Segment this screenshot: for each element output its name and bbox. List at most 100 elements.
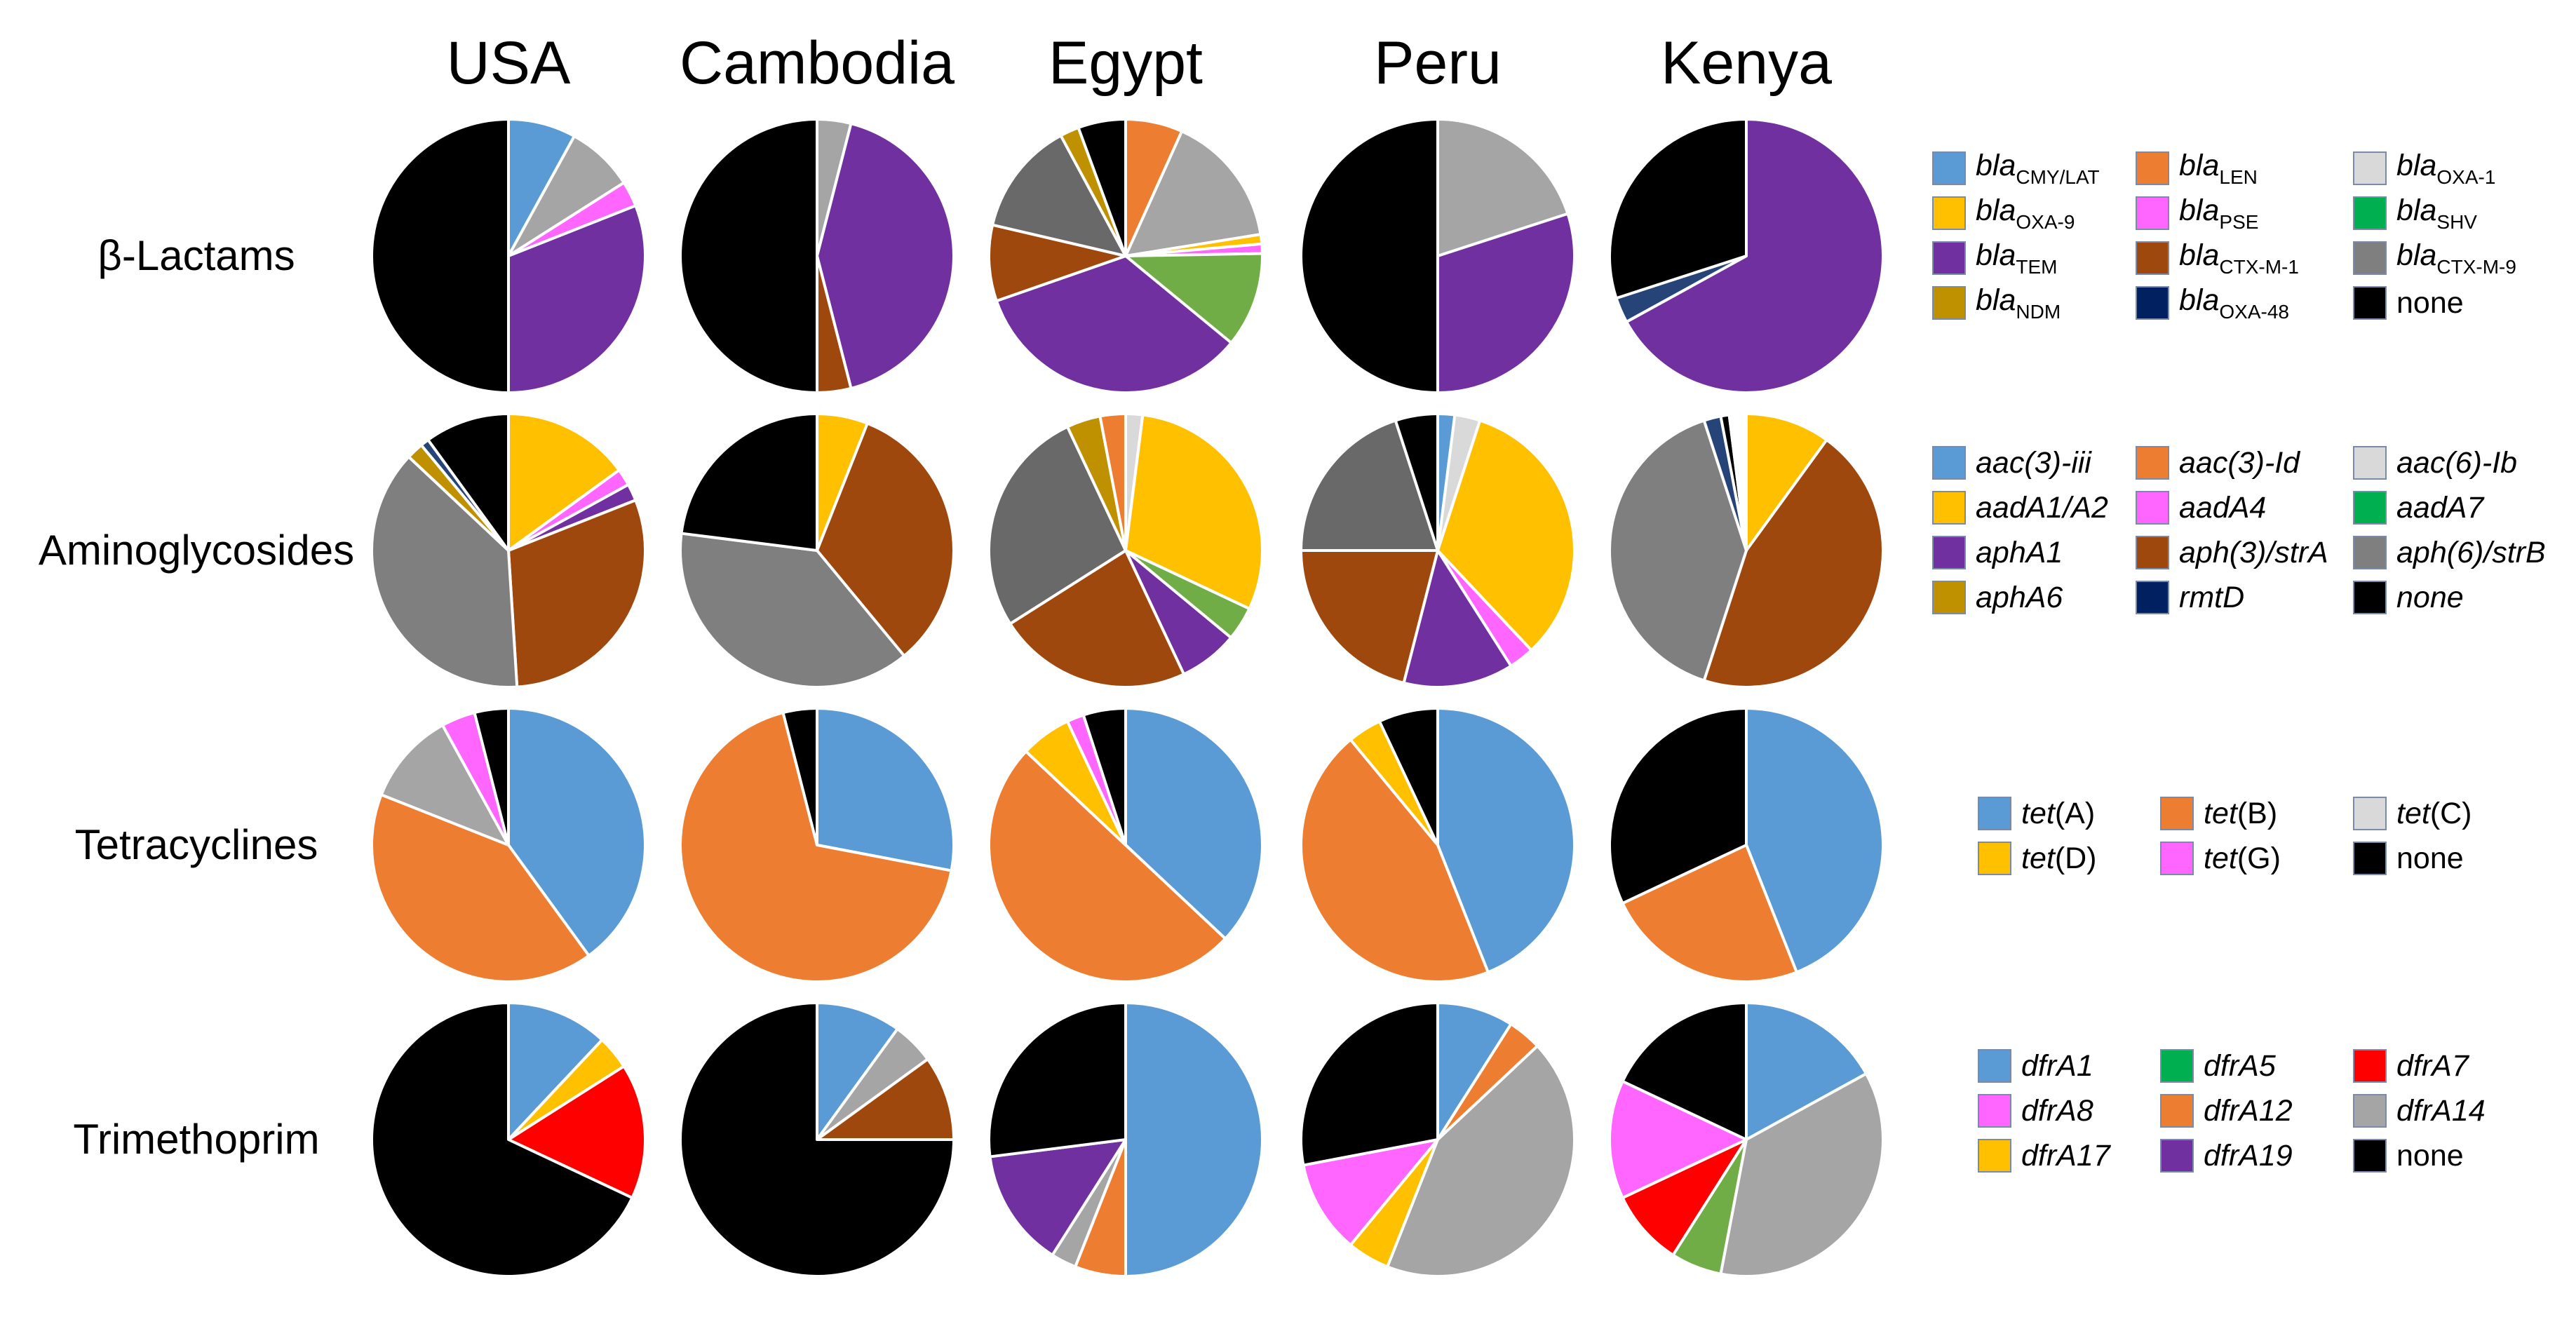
pie-slice bbox=[1299, 738, 1490, 983]
legend-label: blaCTX-M-1 bbox=[2179, 238, 2299, 278]
legend-item: blaCTX-M-9 bbox=[2353, 237, 2516, 279]
legend-label-part: none bbox=[2396, 285, 2464, 320]
legend-label: aph(6)/strB bbox=[2396, 536, 2546, 570]
pie-slice bbox=[816, 707, 955, 872]
legend-item: blaLEN bbox=[2136, 147, 2258, 189]
pie-slice bbox=[991, 134, 1127, 257]
pie-slice bbox=[1621, 844, 1798, 983]
legend-label: tet(D) bbox=[2021, 842, 2097, 876]
pie-slice bbox=[1608, 707, 1748, 905]
legend-swatch bbox=[1978, 1049, 2011, 1083]
legend-label: dfrA8 bbox=[2021, 1094, 2093, 1128]
legend-item: dfrA12 bbox=[2160, 1090, 2293, 1132]
legend-swatch bbox=[2353, 196, 2387, 230]
legend-label-part: TEM bbox=[2016, 255, 2058, 278]
legend-label-part: tet bbox=[2021, 796, 2055, 830]
pie-slice bbox=[679, 532, 906, 689]
legend-item: dfrA14 bbox=[2353, 1090, 2486, 1132]
legend-item: tet(B) bbox=[2160, 792, 2277, 835]
legend-label: dfrA1 bbox=[2021, 1049, 2093, 1083]
legend-label-part: OXA-9 bbox=[2016, 210, 2075, 233]
legend-label: none bbox=[2396, 286, 2464, 320]
column-title-egypt: Egypt bbox=[1048, 29, 1203, 97]
legend-item: none bbox=[2353, 837, 2464, 879]
legend-swatch bbox=[1932, 196, 1966, 230]
pie-slice bbox=[1436, 419, 1576, 652]
legend-label-part: aac(3)-iii bbox=[1976, 445, 2091, 480]
legend-label-part: dfrA14 bbox=[2396, 1093, 2486, 1128]
legend-label: blaSHV bbox=[2396, 194, 2477, 234]
legend-label-part: (D) bbox=[2054, 841, 2097, 875]
legend-item: aph(6)/strB bbox=[2353, 532, 2546, 574]
pie-slice bbox=[1124, 1001, 1264, 1278]
pie-slice bbox=[1377, 707, 1439, 846]
legend-label-part: bla bbox=[2396, 193, 2437, 227]
pie-slice bbox=[507, 412, 621, 552]
pie-slice bbox=[370, 1001, 634, 1278]
pie-1-0 bbox=[370, 412, 647, 689]
legend-label-part: tet bbox=[2396, 796, 2430, 830]
legend-item: aphA1 bbox=[1932, 532, 2063, 574]
legend-label-part: none bbox=[2396, 841, 2464, 875]
pie-slice bbox=[1436, 118, 1570, 257]
legend-label-part: tet bbox=[2021, 841, 2055, 875]
legend-label-part: rmtD bbox=[2179, 580, 2245, 614]
pie-slice bbox=[1727, 412, 1748, 552]
legend-label: dfrA12 bbox=[2204, 1094, 2293, 1128]
legend-label: aac(3)-iii bbox=[1976, 446, 2091, 480]
legend-swatch bbox=[2160, 797, 2194, 830]
legend-label-part: bla bbox=[1976, 193, 2016, 227]
legend-label-part: aadA7 bbox=[2396, 490, 2484, 525]
pie-3-1 bbox=[679, 1001, 955, 1278]
legend-item: dfrA17 bbox=[1978, 1135, 2110, 1177]
legend-swatch bbox=[1932, 241, 1966, 275]
row-title: Trimethoprim bbox=[73, 1116, 320, 1163]
legend-swatch bbox=[2353, 1139, 2387, 1173]
pie-slice bbox=[1608, 118, 1748, 300]
pie-slice bbox=[1386, 1044, 1577, 1278]
legend-item: blaNDM bbox=[1932, 282, 2061, 324]
legend-item: dfrA19 bbox=[2160, 1135, 2293, 1177]
pie-slice bbox=[473, 707, 510, 846]
legend-label-part: aph(3)/strA bbox=[2179, 535, 2328, 569]
legend-swatch bbox=[2136, 196, 2169, 230]
pie-slice bbox=[1124, 707, 1264, 940]
legend-label-part: LEN bbox=[2219, 166, 2258, 188]
legend-label: aadA7 bbox=[2396, 491, 2483, 525]
pie-1-3 bbox=[1300, 412, 1576, 689]
legend-label: blaLEN bbox=[2179, 149, 2258, 189]
pie-slice bbox=[1625, 118, 1884, 394]
pie-0-3 bbox=[1300, 118, 1576, 394]
pie-slice bbox=[1719, 1072, 1884, 1278]
legend-item: aadA7 bbox=[2353, 487, 2483, 529]
pie-slice bbox=[1300, 1001, 1439, 1167]
pie-slice bbox=[680, 412, 818, 552]
pie-2-2 bbox=[987, 707, 1264, 983]
legend-swatch bbox=[1932, 151, 1966, 185]
legend-swatch bbox=[2353, 581, 2387, 614]
legend-swatch bbox=[2353, 151, 2387, 185]
pie-slice bbox=[1745, 412, 1828, 552]
pie-slice bbox=[987, 750, 1227, 983]
legend-label-part: bla bbox=[1976, 283, 2016, 317]
legend-label-part: bla bbox=[1976, 148, 2016, 182]
legend-item: blaOXA-48 bbox=[2136, 282, 2289, 324]
pie-slice bbox=[987, 1001, 1127, 1159]
legend-swatch bbox=[1932, 581, 1966, 614]
legend-swatch bbox=[2160, 1094, 2194, 1128]
legend-item: aphA6 bbox=[1932, 576, 2063, 619]
legend-label: none bbox=[2396, 581, 2464, 615]
pie-3-0 bbox=[370, 1001, 647, 1278]
legend-label-part: dfrA17 bbox=[2021, 1138, 2110, 1173]
legend-label-part: none bbox=[2396, 1138, 2464, 1173]
legend-label-part: bla bbox=[2179, 238, 2220, 272]
legend-item: dfrA7 bbox=[2353, 1045, 2469, 1087]
pie-slice bbox=[507, 1065, 647, 1200]
legend-swatch bbox=[2353, 842, 2387, 875]
pie-slice bbox=[987, 425, 1127, 626]
legend-item: tet(G) bbox=[2160, 837, 2281, 879]
legend-swatch bbox=[2136, 491, 2169, 525]
pie-slice bbox=[1745, 1001, 1868, 1141]
legend-item: none bbox=[2353, 576, 2464, 619]
legend-swatch bbox=[2136, 446, 2169, 480]
